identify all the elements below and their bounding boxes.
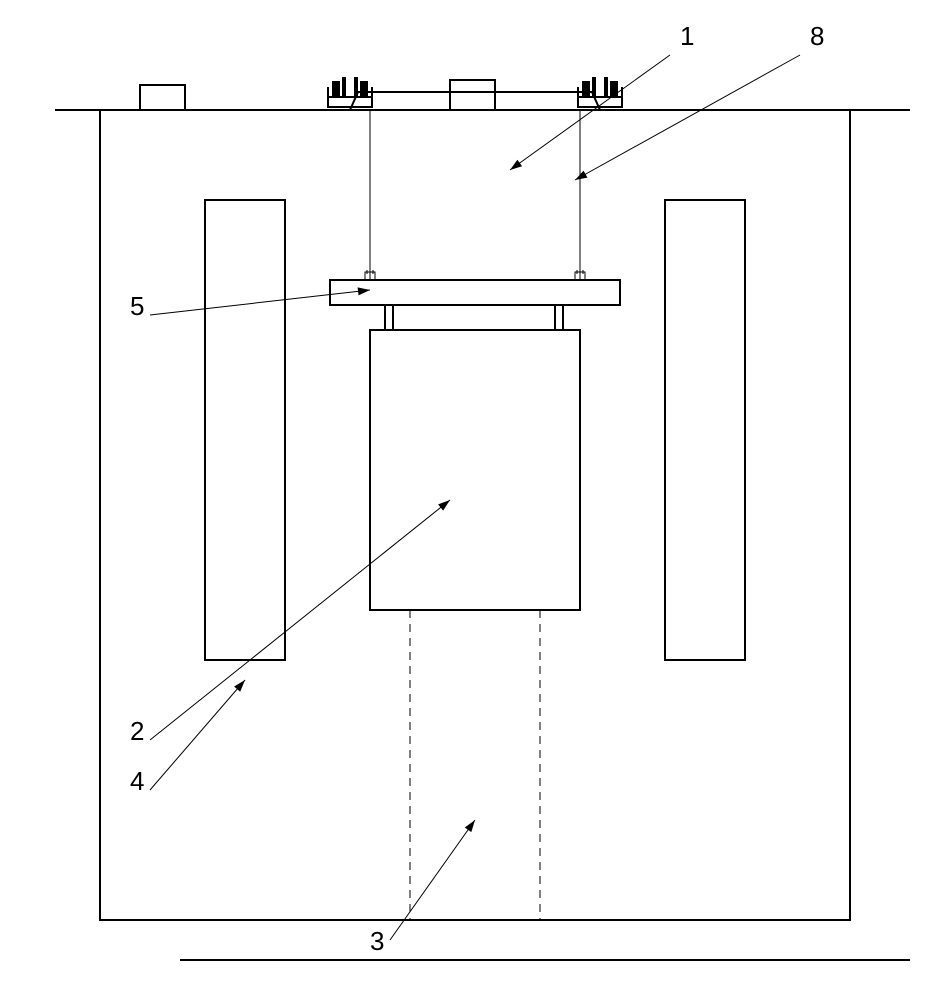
svg-text:5: 5 (130, 291, 144, 321)
center-block (370, 330, 580, 610)
svg-text:4: 4 (130, 766, 144, 796)
svg-text:3: 3 (370, 926, 384, 956)
small-box-top-left (140, 85, 185, 110)
labels: 1 2 3 4 5 8 (130, 21, 824, 956)
hanger-legs (385, 305, 563, 330)
dashed-lines (410, 610, 540, 920)
pulley-left (328, 77, 372, 107)
hanger-bolts (365, 270, 585, 280)
pulley-right (578, 77, 622, 107)
svg-text:8: 8 (810, 21, 824, 51)
main-housing (100, 110, 850, 920)
center-small-box (450, 80, 495, 110)
leaders (150, 55, 800, 940)
hanger-plate (330, 280, 620, 305)
engineering-diagram: 1 2 3 4 5 8 (0, 0, 950, 1000)
svg-text:1: 1 (680, 21, 694, 51)
center-top-plate (350, 92, 600, 110)
left-column (205, 200, 285, 660)
right-column (665, 200, 745, 660)
svg-text:2: 2 (130, 716, 144, 746)
